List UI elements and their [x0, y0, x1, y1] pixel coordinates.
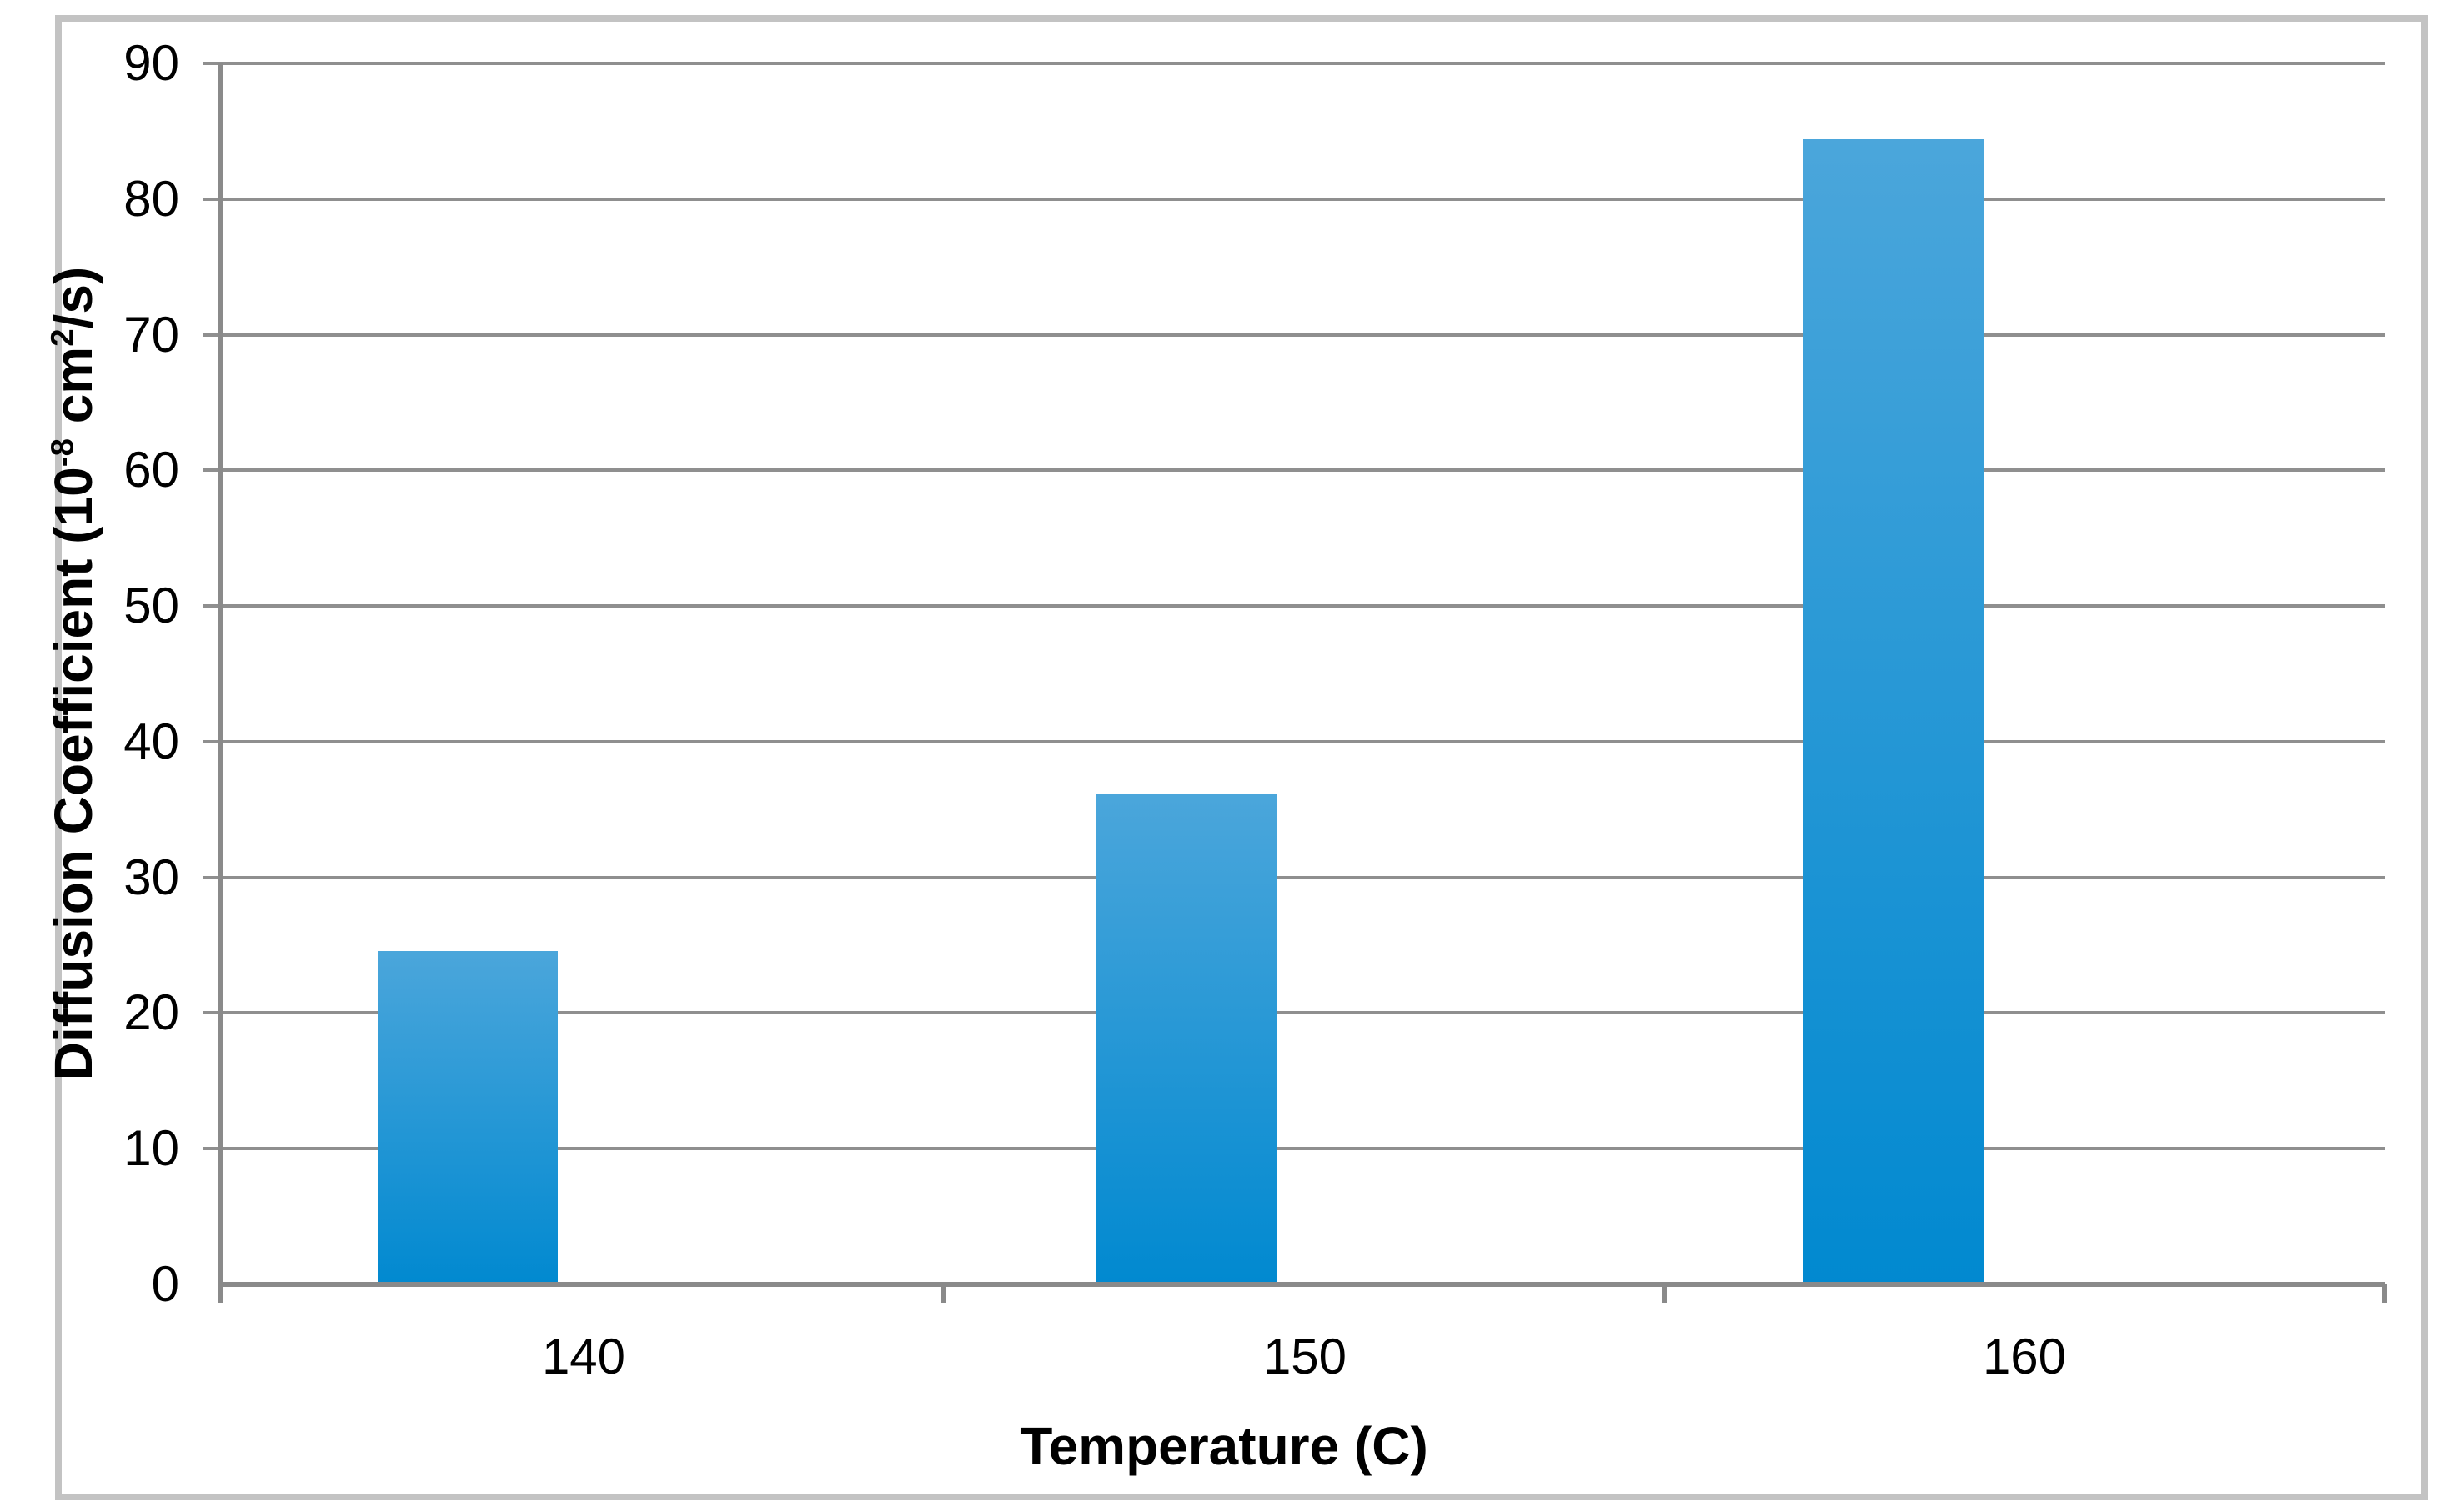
- gridline-10: [203, 1147, 2385, 1151]
- x-axis-title: Temperature (C): [1020, 1416, 1428, 1476]
- y-axis-title-superscript: 2: [44, 328, 81, 347]
- y-tick-label-50: 50: [123, 578, 179, 634]
- y-axis-title-text: /s): [43, 266, 103, 329]
- gridline-60: [203, 468, 2385, 473]
- y-axis-title-superscript: -8: [44, 438, 81, 468]
- gridline-80: [203, 197, 2385, 201]
- chart-border: [55, 15, 2428, 1500]
- gridline-40: [203, 739, 2385, 743]
- y-tick-label-70: 70: [123, 306, 179, 363]
- x-axis-tick-2: [1662, 1284, 1667, 1303]
- x-axis-tick-1: [941, 1284, 946, 1303]
- y-tick-label-10: 10: [123, 1120, 179, 1177]
- bar-150: [1096, 793, 1277, 1284]
- x-axis-tick-3: [2382, 1284, 2387, 1303]
- y-tick-label-90: 90: [123, 35, 179, 91]
- x-tick-label-140: 140: [541, 1329, 626, 1384]
- x-axis-line: [221, 1282, 2385, 1287]
- gridline-30: [203, 875, 2385, 879]
- gridline-90: [203, 62, 2385, 65]
- x-tick-label-160: 160: [1982, 1329, 2067, 1384]
- bar-140: [378, 950, 558, 1284]
- y-tick-label-80: 80: [123, 170, 179, 227]
- y-tick-label-30: 30: [123, 849, 179, 905]
- y-axis-title-text: cm: [43, 346, 103, 439]
- y-tick-label-40: 40: [123, 713, 179, 769]
- gridline-50: [203, 604, 2385, 608]
- y-axis-title: Diffusion Coefficient (10-8 cm2/s): [43, 267, 103, 1081]
- y-axis-title-text: Diffusion Coefficient (10: [43, 467, 103, 1081]
- gridline-70: [203, 333, 2385, 337]
- y-tick-label-60: 60: [123, 442, 179, 498]
- y-tick-label-20: 20: [123, 984, 179, 1041]
- y-tick-label-0: 0: [151, 1256, 179, 1312]
- y-axis-line: [218, 63, 223, 1303]
- x-axis-tick-0: [218, 1284, 223, 1303]
- x-tick-label-150: 150: [1262, 1329, 1347, 1384]
- gridline-20: [203, 1011, 2385, 1015]
- bar-160: [1803, 139, 1984, 1284]
